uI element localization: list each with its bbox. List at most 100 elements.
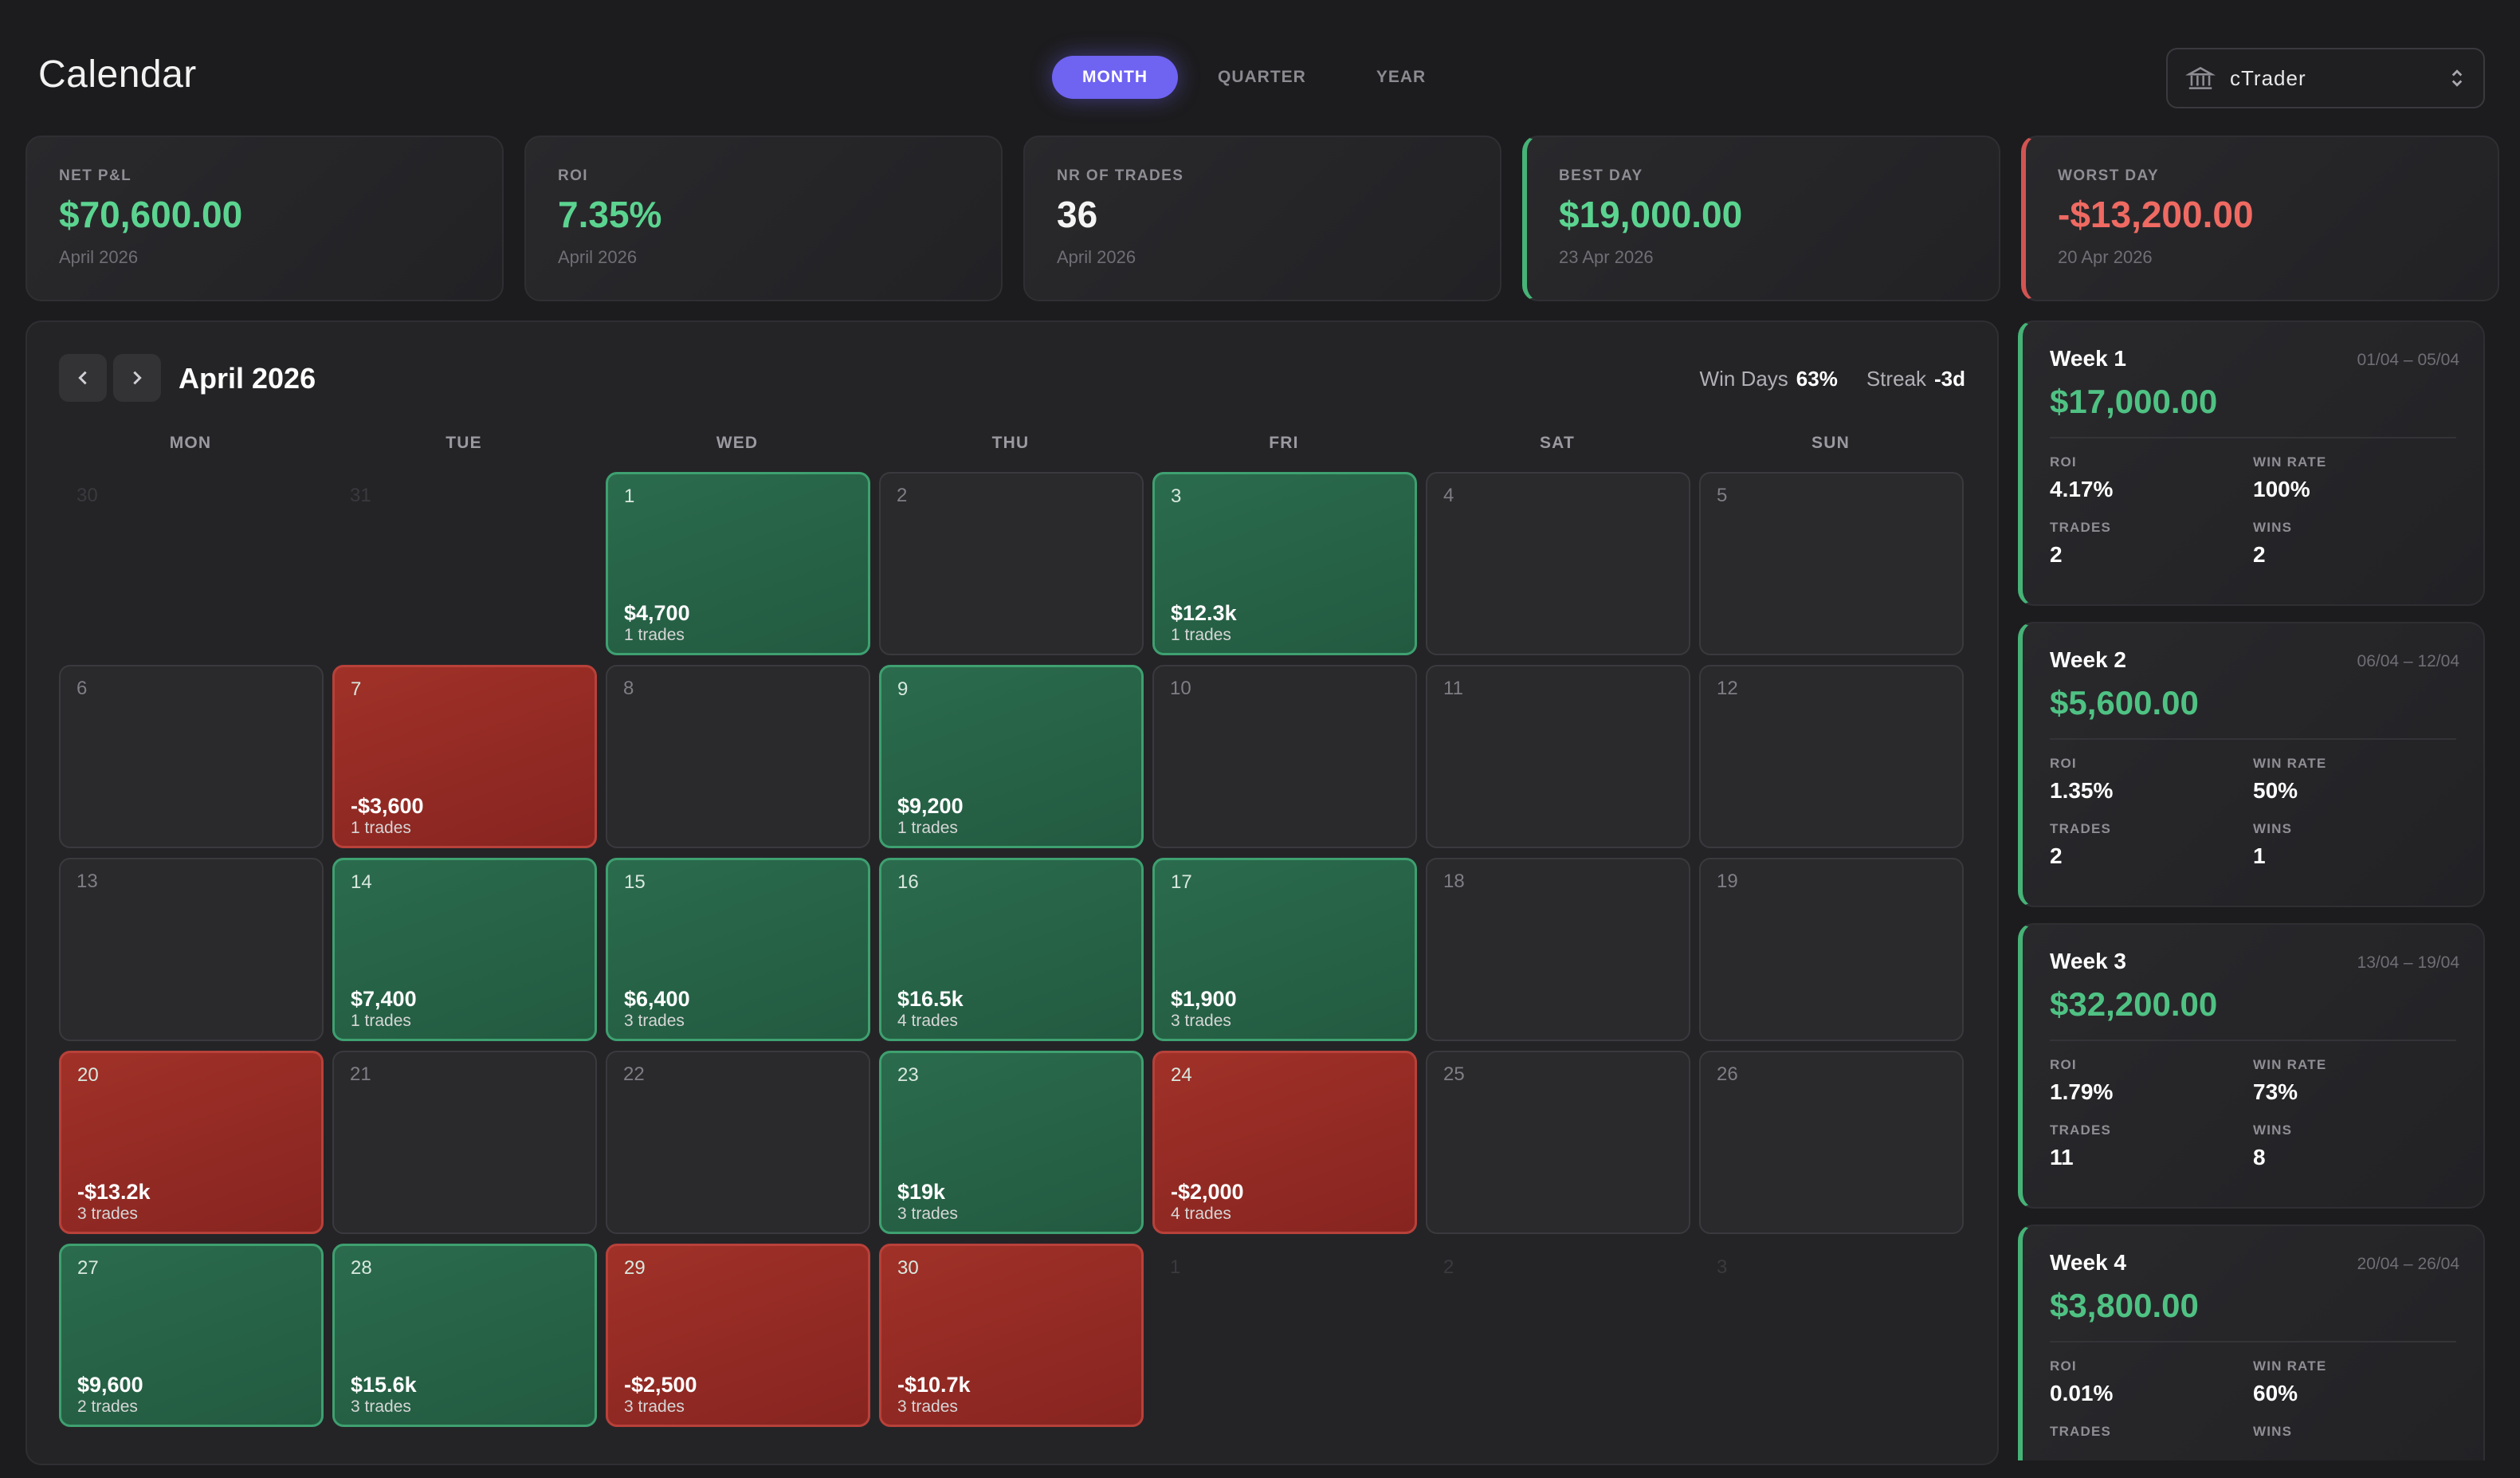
- chevron-left-icon: [78, 371, 87, 385]
- day-trade-count: 3 trades: [1171, 1012, 1231, 1030]
- metric-label: WINS: [2253, 821, 2293, 836]
- stat-value: 36: [1057, 194, 1098, 235]
- calendar-day[interactable]: 27 $9,600 2 trades: [59, 1244, 324, 1427]
- week-metrics: ROI 4.17% WIN RATE 100% TRADES 2 WINS 2: [2050, 454, 2456, 568]
- tab-year[interactable]: YEAR: [1376, 68, 1427, 86]
- week-date-range: 13/04 – 19/04: [2357, 953, 2459, 972]
- week-metrics: ROI 1.35% WIN RATE 50% TRADES 2 WINS 1: [2050, 756, 2456, 869]
- week-roi: ROI 4.17%: [2050, 454, 2253, 502]
- day-trade-count: 3 trades: [897, 1205, 958, 1223]
- day-number: 18: [1443, 871, 1465, 892]
- calendar-day[interactable]: 9 $9,200 1 trades: [879, 665, 1144, 848]
- stat-card-worst-day: WORST DAY -$13,200.00 20 Apr 2026: [2021, 136, 2499, 301]
- calendar-day[interactable]: 3 $12.3k 1 trades: [1152, 472, 1417, 655]
- week-trades: TRADES 11: [2050, 1122, 2253, 1170]
- calendar-day[interactable]: 18: [1426, 858, 1690, 1041]
- week-label: Week 4: [2050, 1250, 2126, 1275]
- calendar-day[interactable]: 14 $7,400 1 trades: [332, 858, 597, 1041]
- metric-value: 2: [2253, 542, 2266, 567]
- divider: [2050, 1341, 2456, 1342]
- day-trade-count: 3 trades: [624, 1012, 685, 1030]
- calendar-day[interactable]: 29 -$2,500 3 trades: [606, 1244, 870, 1427]
- calendar-day[interactable]: 24 -$2,000 4 trades: [1152, 1051, 1417, 1234]
- calendar-day[interactable]: 17 $1,900 3 trades: [1152, 858, 1417, 1041]
- week-date-range: 20/04 – 26/04: [2357, 1255, 2459, 1273]
- calendar-day[interactable]: 23 $19k 3 trades: [879, 1051, 1144, 1234]
- calendar-day[interactable]: 30 -$10.7k 3 trades: [879, 1244, 1144, 1427]
- week-card[interactable]: Week 3 13/04 – 19/04 $32,200.00 ROI 1.79% WIN…: [2018, 923, 2485, 1209]
- calendar-day[interactable]: 5: [1699, 472, 1964, 655]
- calendar-day[interactable]: 28 $15.6k 3 trades: [332, 1244, 597, 1427]
- week-metrics: ROI 1.79% WIN RATE 73% TRADES 11 WINS 8: [2050, 1057, 2456, 1170]
- stat-value: $19,000.00: [1559, 194, 1743, 235]
- week-card[interactable]: Week 4 20/04 – 26/04 $3,800.00 ROI 0.01% WIN …: [2018, 1224, 2485, 1460]
- next-month-button[interactable]: [113, 354, 161, 402]
- calendar-day[interactable]: 1 $4,700 1 trades: [606, 472, 870, 655]
- calendar-day[interactable]: 25: [1426, 1051, 1690, 1234]
- day-pnl: -$2,500: [624, 1373, 697, 1397]
- day-trade-count: 1 trades: [351, 819, 411, 837]
- week-trades: TRADES 2: [2050, 821, 2253, 869]
- metric-label: WINS: [2253, 520, 2293, 535]
- day-pnl: -$10.7k: [897, 1373, 971, 1397]
- streak-value: -3d: [1934, 367, 1965, 391]
- day-trade-count: 3 trades: [897, 1397, 958, 1416]
- calendar-day[interactable]: 6: [59, 665, 324, 848]
- week-pnl: $5,600.00: [2050, 684, 2199, 721]
- calendar-day[interactable]: 22: [606, 1051, 870, 1234]
- account-select[interactable]: cTrader: [2166, 48, 2485, 108]
- day-pnl: $9,200: [897, 794, 964, 818]
- day-trade-count: 3 trades: [351, 1397, 411, 1416]
- day-number: 10: [1170, 678, 1191, 699]
- weekday-header: FRI: [1269, 434, 1299, 452]
- day-trade-count: 1 trades: [1171, 626, 1231, 644]
- calendar-day[interactable]: 13: [59, 858, 324, 1041]
- stat-label: WORST DAY: [2058, 167, 2159, 184]
- day-number: 14: [351, 871, 372, 893]
- stat-card-best-day: BEST DAY $19,000.00 23 Apr 2026: [1522, 136, 2000, 301]
- week-card[interactable]: Week 2 06/04 – 12/04 $5,600.00 ROI 1.35% WIN …: [2018, 622, 2485, 907]
- metric-label: TRADES: [2050, 1122, 2112, 1138]
- calendar-day-outside: 30: [59, 472, 324, 655]
- tab-quarter[interactable]: QUARTER: [1218, 68, 1306, 86]
- calendar-day[interactable]: 8: [606, 665, 870, 848]
- day-pnl: -$13.2k: [77, 1180, 151, 1204]
- calendar-day[interactable]: 26: [1699, 1051, 1964, 1234]
- day-number: 3: [1171, 485, 1182, 507]
- week-pnl: $32,200.00: [2050, 985, 2218, 1023]
- calendar-day[interactable]: 20 -$13.2k 3 trades: [59, 1051, 324, 1234]
- day-trade-count: 1 trades: [624, 626, 685, 644]
- calendar-day[interactable]: 7 -$3,600 1 trades: [332, 665, 597, 848]
- divider: [2050, 738, 2456, 740]
- calendar-day[interactable]: 11: [1426, 665, 1690, 848]
- stat-subtitle: 23 Apr 2026: [1559, 247, 1654, 267]
- calendar-day[interactable]: 10: [1152, 665, 1417, 848]
- calendar-day[interactable]: 15 $6,400 3 trades: [606, 858, 870, 1041]
- week-summary-panel: Week 1 01/04 – 05/04 $17,000.00 ROI 4.17% WIN…: [2018, 320, 2487, 1460]
- day-number: 7: [351, 678, 362, 700]
- metric-label: ROI: [2050, 756, 2077, 771]
- calendar-day[interactable]: 2: [879, 472, 1144, 655]
- day-number: 17: [1171, 871, 1192, 893]
- week-card[interactable]: Week 1 01/04 – 05/04 $17,000.00 ROI 4.17% WIN…: [2018, 320, 2485, 606]
- metric-value: 0.01%: [2050, 1381, 2114, 1405]
- stat-label: ROI: [558, 167, 588, 184]
- metric-label: WIN RATE: [2253, 756, 2327, 771]
- tab-month[interactable]: MONTH: [1052, 56, 1178, 99]
- calendar-day[interactable]: 16 $16.5k 4 trades: [879, 858, 1144, 1041]
- day-trade-count: 1 trades: [351, 1012, 411, 1030]
- calendar-day[interactable]: 19: [1699, 858, 1964, 1041]
- day-number: 29: [624, 1257, 646, 1279]
- stat-subtitle: 20 Apr 2026: [2058, 247, 2153, 267]
- streak-stat: Streak -3d: [1866, 367, 1965, 391]
- metric-value: 4.17%: [2050, 477, 2114, 501]
- calendar-day[interactable]: 12: [1699, 665, 1964, 848]
- prev-month-button[interactable]: [59, 354, 107, 402]
- calendar-day[interactable]: 4: [1426, 472, 1690, 655]
- day-number: 4: [1443, 485, 1454, 506]
- stat-value: -$13,200.00: [2058, 194, 2254, 235]
- day-number: 2: [897, 485, 908, 506]
- month-title: April 2026: [179, 362, 316, 395]
- calendar-day[interactable]: 21: [332, 1051, 597, 1234]
- day-trade-count: 3 trades: [624, 1397, 685, 1416]
